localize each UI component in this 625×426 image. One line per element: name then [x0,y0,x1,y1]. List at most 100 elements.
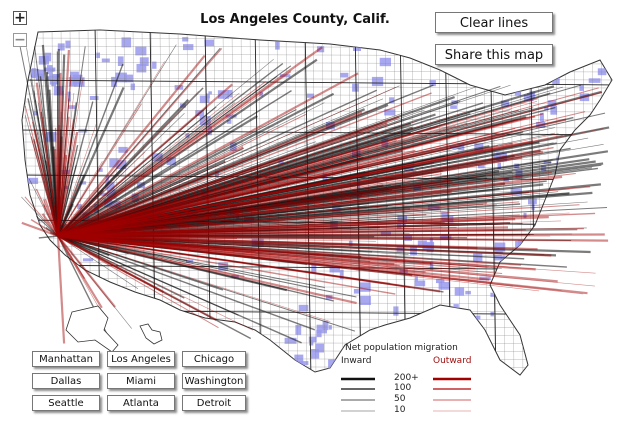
city-button-atlanta[interactable]: Atlanta [107,395,175,411]
county-highlight [89,96,99,100]
county-highlight [295,324,302,335]
outward-migration-line [57,127,516,237]
outward-migration-lines [21,46,609,344]
outward-migration-line [57,179,414,237]
outward-migration-line [57,235,596,274]
outward-migration-line [57,140,397,237]
county-highlight [601,100,607,106]
inward-migration-line [57,44,177,237]
outward-migration-line [57,234,490,281]
outward-migration-line [42,198,59,237]
outward-migration-line [57,101,538,237]
outward-migration-line [57,170,480,237]
inward-migration-line [57,109,425,237]
outward-migration-line [44,198,59,237]
county-highlight [523,212,527,219]
city-button-miami[interactable]: Miami [107,373,175,389]
outward-migration-line [57,227,443,237]
outward-migration-line [57,188,570,237]
county-highlight [315,343,324,353]
outward-migration-line [57,129,214,237]
county-highlight [44,334,54,339]
county-highlight [136,63,147,73]
outward-migration-line [57,116,70,237]
inward-migration-line [57,235,432,265]
inward-migration-line [49,232,59,237]
legend-title: Net population migration [345,343,458,353]
city-button-los-angeles[interactable]: Los Angeles [107,351,175,367]
outward-migration-line [56,154,68,237]
outward-migration-line [57,132,383,237]
outward-migration-line [57,218,382,237]
outward-migration-line [41,213,59,237]
city-button-detroit[interactable]: Detroit [182,395,246,411]
county-highlight [550,105,558,115]
zoom-in-button[interactable]: + [13,10,27,26]
county-highlight [556,66,566,74]
outward-migration-line [57,149,416,237]
outward-migration-line [57,92,432,237]
county-highlight [152,61,157,69]
county-highlight [199,116,211,126]
outward-migration-line [57,235,165,294]
legend-level-label: 200+ [394,373,419,383]
inward-migration-line [57,58,318,237]
county-highlight [596,134,606,145]
outward-migration-line [57,173,576,237]
outward-migration-line [24,105,59,237]
outward-migration-line [57,113,307,237]
county-highlight [111,76,118,87]
outward-migration-line [57,150,543,238]
share-map-button[interactable]: Share this map [435,44,553,65]
outward-migration-line [57,183,80,237]
county-highlight [133,306,143,314]
city-button-seattle[interactable]: Seattle [32,395,100,411]
county-highlight [425,311,432,320]
city-button-dallas[interactable]: Dallas [32,373,100,389]
outward-migration-line [57,235,454,239]
inward-migration-line [57,167,598,237]
inward-migration-line [57,223,523,237]
outward-migration-line [57,119,75,237]
county-highlight [539,112,544,122]
outward-migration-line [57,159,479,237]
inward-migration-line [41,44,60,237]
outward-migration-line [57,92,75,237]
county-highlight [553,292,561,300]
county-highlight [399,268,408,274]
inward-migration-line [57,106,208,237]
zoom-out-button[interactable]: − [13,32,27,48]
outward-migration-line [57,179,451,237]
county-highlight [417,240,427,246]
county-highlight [544,73,550,82]
outward-migration-line [57,212,165,237]
inward-migration-line [57,235,373,253]
county-highlight [514,90,522,96]
inward-migration-line [57,142,554,237]
legend-inward-label: Inward [341,356,372,366]
inward-migration-line [57,235,444,293]
city-button-chicago[interactable]: Chicago [182,351,246,367]
county-highlight [34,306,43,315]
city-button-washington[interactable]: Washington [182,373,246,389]
county-highlight [151,153,163,162]
outward-migration-line [57,235,300,248]
county-highlight [185,133,190,138]
outward-migration-line [57,235,493,283]
city-button-manhattan[interactable]: Manhattan [32,351,100,367]
clear-lines-button[interactable]: Clear lines [435,12,553,33]
outward-migration-line [57,235,119,256]
outward-migration-line [57,234,552,257]
county-highlight [566,37,579,42]
outward-migration-line [56,49,70,237]
county-highlight [475,315,481,320]
outward-migration-line [57,235,411,288]
inward-migration-line [57,235,139,290]
county-highlight [381,138,389,147]
outward-migration-line [30,219,59,237]
inward-migration-line [57,235,185,299]
county-highlight [311,263,317,273]
outward-migration-line [57,146,244,237]
outward-migration-line [57,219,508,237]
